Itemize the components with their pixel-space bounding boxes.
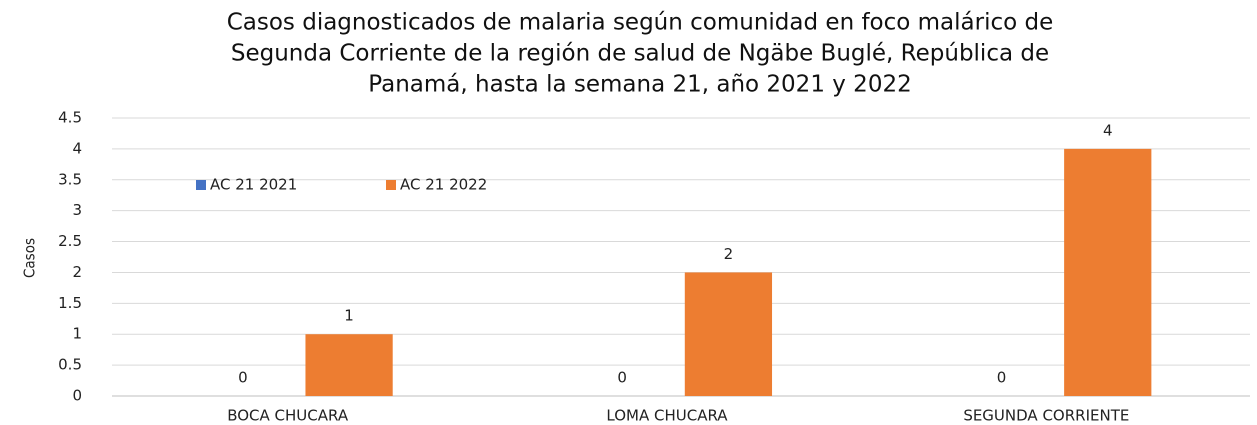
legend-label: AC 21 2022: [400, 176, 487, 194]
y-axis-label: Casos: [21, 238, 39, 278]
y-tick-label: 0: [72, 387, 82, 405]
y-tick-label: 4.5: [58, 109, 82, 127]
legend-label: AC 21 2021: [210, 176, 297, 194]
data-label: 4: [1103, 121, 1113, 139]
data-label: 0: [617, 369, 627, 387]
y-tick-label: 3: [72, 201, 82, 219]
x-tick-label: SEGUNDA CORRIENTE: [963, 407, 1129, 425]
legend-swatch: [196, 180, 206, 190]
data-label: 1: [344, 307, 354, 325]
bar: [684, 272, 773, 396]
chart-title: Segunda Corriente de la región de salud …: [231, 41, 1049, 67]
data-label: 0: [238, 369, 248, 387]
chart-title: Panamá, hasta la semana 21, año 2021 y 2…: [368, 72, 911, 98]
x-tick-label: LOMA CHUCARA: [606, 407, 728, 425]
bar: [305, 334, 393, 396]
x-tick-label: BOCA CHUCARA: [227, 407, 349, 425]
chart-title: Casos diagnosticados de malaria según co…: [227, 10, 1054, 36]
data-label: 0: [997, 369, 1007, 387]
y-tick-label: 0.5: [58, 356, 82, 374]
legend-swatch: [386, 180, 396, 190]
y-tick-label: 3.5: [58, 170, 82, 188]
bar: [1064, 148, 1152, 396]
y-tick-label: 1.5: [58, 294, 82, 312]
y-tick-label: 2: [72, 263, 82, 281]
data-label: 2: [724, 245, 734, 263]
y-tick-label: 1: [72, 325, 82, 343]
y-tick-label: 4: [72, 139, 82, 157]
y-tick-label: 2.5: [58, 232, 82, 250]
